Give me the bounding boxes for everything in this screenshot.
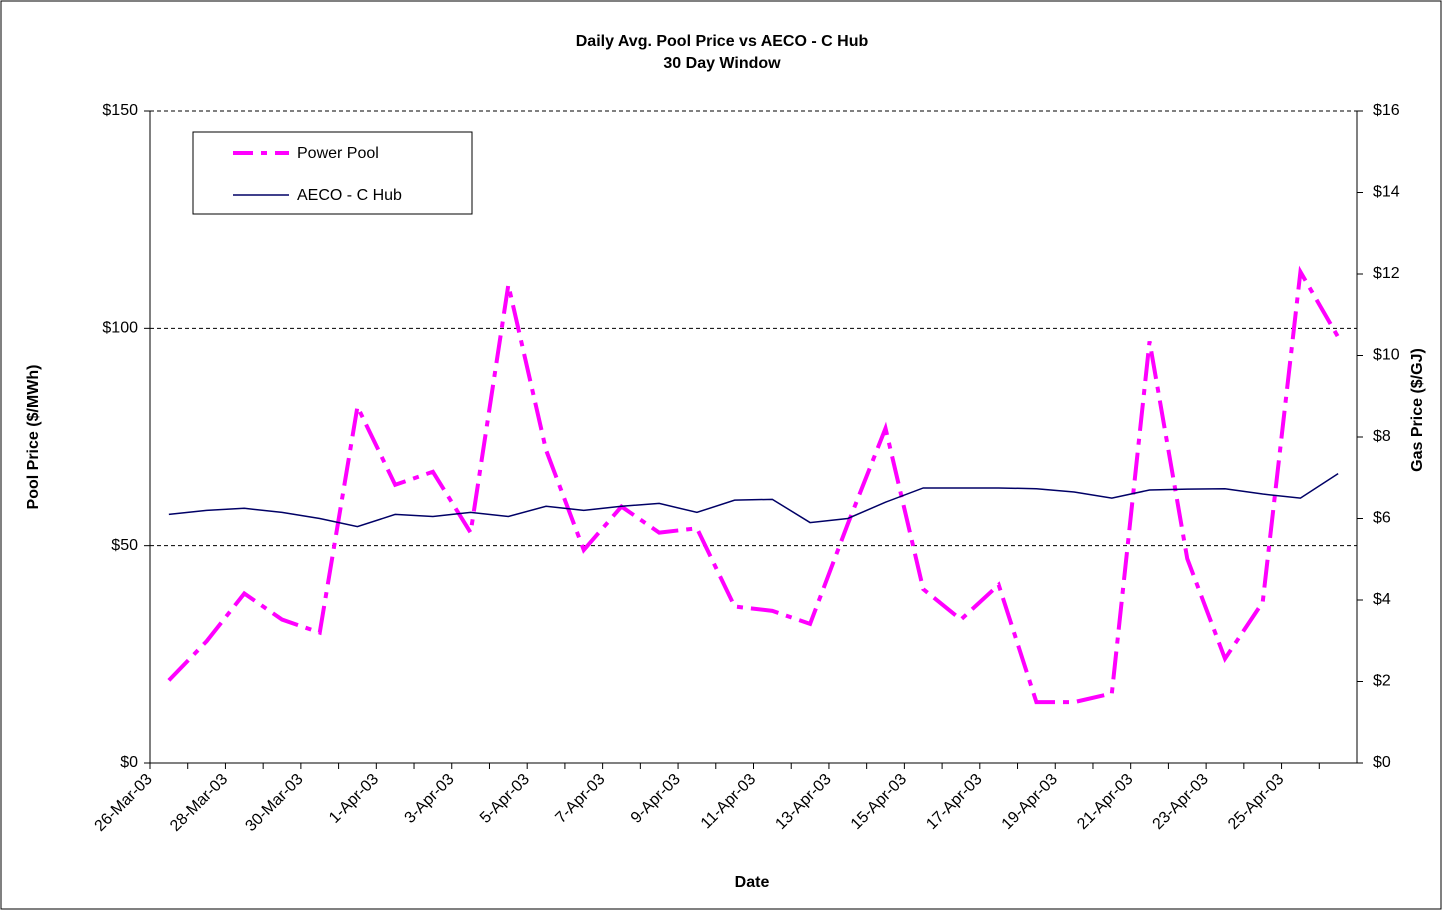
legend-label: AECO - C Hub: [297, 187, 402, 204]
chart-subtitle: 30 Day Window: [663, 55, 781, 72]
y2-axis-label: Gas Price ($/GJ): [1409, 348, 1426, 472]
y2-tick-label: $6: [1373, 510, 1391, 527]
y2-tick-label: $10: [1373, 347, 1400, 364]
legend-label: Power Pool: [297, 145, 379, 162]
y2-tick-label: $14: [1373, 184, 1400, 201]
y2-tick-label: $12: [1373, 265, 1400, 282]
series-line: [167, 265, 1340, 705]
series-line: [168, 473, 1339, 528]
y-tick-label: $50: [111, 537, 138, 554]
y-axis-label: Pool Price ($/MWh): [25, 365, 42, 510]
chart-title: Daily Avg. Pool Price vs AECO - C Hub: [576, 33, 869, 50]
y2-tick-label: $8: [1373, 428, 1391, 445]
y-tick-label: $150: [102, 102, 138, 119]
y-tick-label: $0: [120, 754, 138, 771]
y2-tick-label: $16: [1373, 102, 1400, 119]
y2-tick-label: $4: [1373, 591, 1391, 608]
x-axis-label: Date: [735, 874, 770, 891]
y2-tick-label: $2: [1373, 673, 1391, 690]
y2-tick-label: $0: [1373, 754, 1391, 771]
legend-box: [192, 131, 473, 215]
y-tick-label: $100: [102, 320, 138, 337]
